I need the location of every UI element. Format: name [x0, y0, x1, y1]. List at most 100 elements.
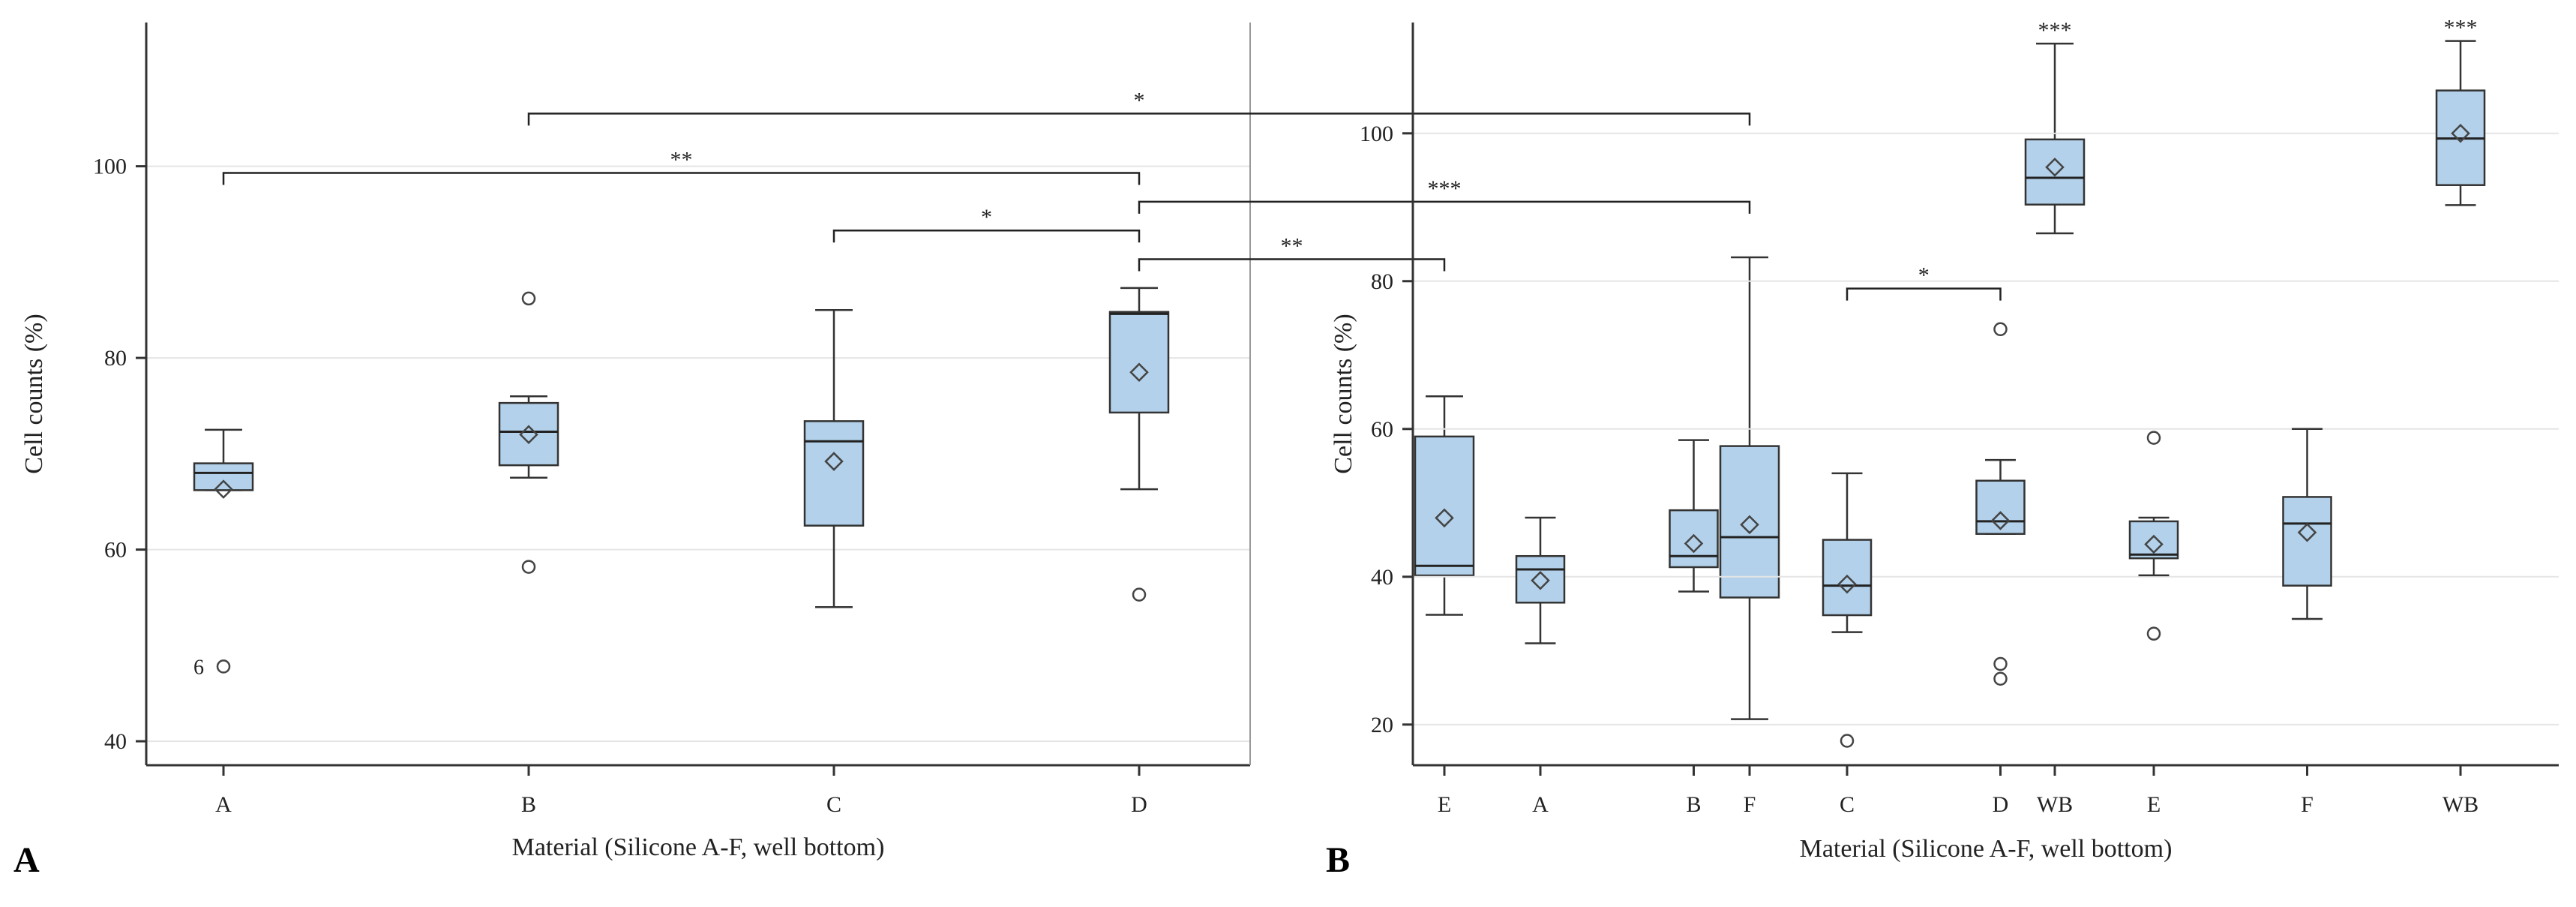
y-tick-label: 60: [104, 538, 127, 563]
outlier-point: [2146, 431, 2161, 445]
bracket-line: [1846, 287, 2002, 301]
box-D: [1975, 322, 2026, 686]
box-C: [803, 308, 865, 608]
mean-marker: [1435, 508, 1454, 528]
significance-label: *: [1918, 263, 1930, 288]
box-A: 6: [193, 428, 254, 679]
box-A: [1515, 516, 1566, 644]
outlier-point: [521, 291, 536, 306]
panel-A: 40 60 80 100 A B C D E F WB Material (Silicone A-F,…: [13, 18, 2086, 880]
box-E: [1414, 395, 1475, 616]
box-WB: [2435, 40, 2486, 206]
box-body: [1515, 554, 1566, 604]
x-tick-label: D: [1993, 792, 2009, 817]
mean-marker: [1837, 574, 1857, 594]
panel-B: 20 40 60 80 100 A B C D E F WB Material (Silicone A-…: [1326, 16, 2559, 880]
box-E: [2128, 431, 2179, 641]
y-tick-label: 100: [93, 155, 127, 179]
y-tick-label: 60: [1371, 417, 1393, 442]
box-body: [803, 420, 865, 527]
mean-marker: [824, 452, 844, 471]
significance-label: ***: [1428, 176, 1462, 201]
outlier-point: [2146, 626, 2161, 641]
box-F: [1719, 256, 1780, 720]
x-axis-title: Material (Silicone A-F, well bottom): [512, 833, 885, 861]
mean-marker: [1740, 515, 1759, 535]
box-body: [1414, 435, 1475, 577]
bracket-line: [222, 172, 1141, 185]
outlier-point: [1132, 587, 1147, 602]
box-body: [1822, 539, 1873, 617]
x-tick-label: D: [1131, 792, 1147, 817]
box-D: [1108, 287, 1170, 602]
x-tick-label: E: [1438, 792, 1451, 817]
y-tick-label: 40: [104, 729, 127, 754]
y-axis-title: Cell counts (%): [1330, 314, 1357, 473]
mean-marker: [1129, 362, 1149, 383]
box-body: [498, 401, 559, 467]
x-tick-label: F: [1744, 792, 1756, 817]
mean-marker: [2451, 123, 2470, 143]
bracket-line: [1138, 200, 1751, 214]
mean-marker: [214, 479, 233, 499]
y-tick-label: 80: [104, 346, 127, 371]
significance-label: *: [981, 205, 992, 230]
mean-marker: [2045, 158, 2065, 177]
x-tick-label: F: [2301, 792, 2314, 817]
outlier-point: [1840, 734, 1855, 748]
box-body: [1108, 311, 1170, 414]
y-tick-label: 100: [1360, 122, 1393, 146]
panel-label: B: [1326, 840, 1350, 880]
significance-bracket: ***: [1138, 176, 1751, 214]
mean-marker: [1531, 570, 1550, 590]
top-significance-label: ***: [2038, 18, 2072, 43]
significance-bracket: *: [1846, 263, 2002, 301]
mean-marker: [1990, 511, 2011, 530]
bracket-line: [1138, 258, 1446, 272]
mean-marker: [519, 425, 538, 445]
x-tick-label: B: [1686, 792, 1701, 817]
significance-label: **: [670, 148, 693, 173]
outlier-point: [1993, 656, 2008, 671]
panel-label: A: [13, 840, 40, 880]
mean-marker: [2297, 522, 2317, 542]
bracket-line: [832, 229, 1141, 243]
x-tick-label: A: [215, 792, 232, 817]
box-body: [1719, 445, 1780, 599]
y-tick-label: 20: [1371, 713, 1393, 737]
mean-marker: [2144, 534, 2164, 554]
mean-marker: [1684, 533, 1704, 554]
box-F: [2282, 428, 2332, 620]
box-B: [1669, 439, 1719, 593]
top-significance-label: ***: [2444, 16, 2478, 41]
significance-label: **: [1281, 234, 1303, 259]
y-tick-label: 40: [1371, 565, 1393, 590]
outlier-point: [1993, 322, 2008, 337]
box-body: [193, 462, 254, 491]
significance-bracket: *: [527, 88, 1751, 126]
box-WB: [2024, 42, 2086, 235]
outlier-label: 6: [193, 656, 204, 679]
significance-bracket: **: [1138, 234, 1446, 272]
x-axis-title: Material (Silicone A-F, well bottom): [1800, 835, 2173, 863]
significance-bracket: *: [832, 205, 1141, 243]
x-tick-label: C: [826, 792, 841, 817]
bracket-line: [527, 113, 1751, 126]
x-tick-label: WB: [2037, 792, 2073, 817]
y-axis-title: Cell counts (%): [20, 314, 48, 473]
outlier-point: [216, 659, 231, 674]
significance-bracket: **: [222, 148, 1141, 185]
box-B: [498, 291, 559, 574]
x-tick-label: C: [1840, 792, 1855, 817]
x-tick-label: E: [2147, 792, 2161, 817]
box-C: [1822, 472, 1873, 748]
outlier-point: [1993, 671, 2008, 686]
x-tick-label: WB: [2443, 792, 2479, 817]
box-body: [1975, 479, 2026, 535]
y-tick-label: 80: [1371, 269, 1393, 294]
x-tick-label: A: [1532, 792, 1549, 817]
box-body: [1669, 509, 1719, 569]
significance-label: *: [1134, 88, 1145, 113]
box-body: [2024, 138, 2086, 206]
